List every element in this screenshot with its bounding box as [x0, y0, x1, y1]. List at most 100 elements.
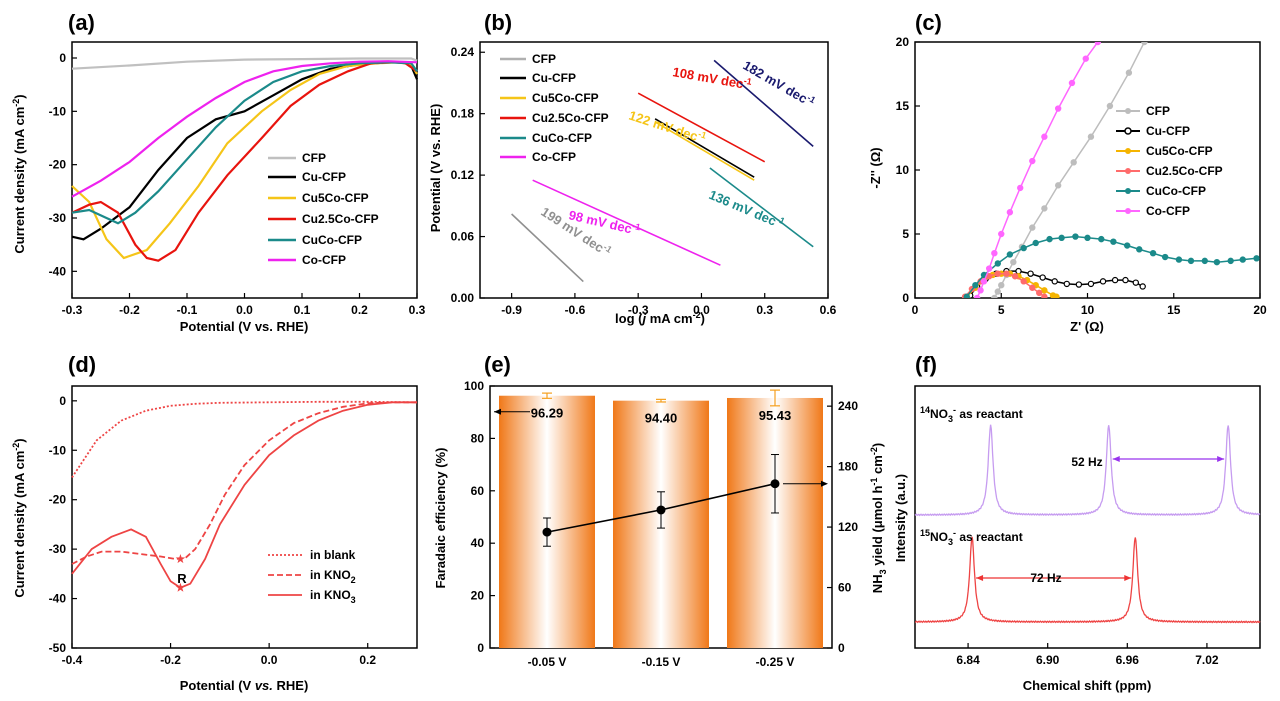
- panel-c-point: [1201, 257, 1209, 265]
- panel-c-point: [963, 293, 970, 298]
- panel-c-point: [977, 287, 984, 294]
- panel-a-ytick-label: -10: [49, 104, 67, 118]
- panel-c-point: [1003, 270, 1010, 277]
- panel-d-ytick-label: -50: [49, 641, 67, 655]
- panel-a-xtick-label: -0.3: [62, 303, 83, 317]
- legend-a-cu5co-cfp: Cu5Co-CFP: [302, 191, 369, 205]
- panel-e-yield-point: [656, 505, 666, 515]
- panel-c-point: [1111, 276, 1119, 284]
- panel-b-fit-line: [713, 59, 814, 148]
- panel-c-point: [1041, 287, 1048, 294]
- panel-a-xtick-label: 0.2: [351, 303, 368, 317]
- panel-c-point: [1123, 242, 1131, 249]
- panel-c-ytick-label: 20: [896, 35, 910, 49]
- panel-c-point: [1054, 182, 1062, 189]
- panel-c-point: [1136, 246, 1143, 253]
- panel-f-xtick-label: 6.96: [1116, 653, 1140, 667]
- panel-e-yield-point: [770, 479, 780, 489]
- legend-a-cuco-cfp: CuCo-CFP: [302, 233, 362, 247]
- panel-b-ytick-label: 0.18: [451, 107, 475, 121]
- panel-label-d: (d): [68, 352, 96, 377]
- panel-a-frame: [71, 41, 418, 299]
- legend-d-kno3: in KNO3: [310, 588, 356, 605]
- panel-a-series-line: [71, 57, 418, 70]
- panel-c-point: [973, 294, 981, 298]
- panel-a-xtick-label: 0.1: [294, 303, 311, 317]
- panel-c-point: [1098, 235, 1105, 243]
- panel-a-ytick-label: 0: [59, 51, 66, 65]
- legend-c-cu25co-cfp: Cu2.5Co-CFP: [1146, 164, 1223, 178]
- panel-c-point: [1029, 157, 1036, 165]
- panel-d-xtick-label: -0.2: [160, 653, 181, 667]
- panel-c-point: [1087, 133, 1095, 140]
- panel-c-series-line: [976, 42, 1099, 298]
- panel-f-arrowhead: [1124, 575, 1132, 581]
- panel-c-point: [1227, 257, 1234, 265]
- legend-a-co-cfp: Co-CFP: [302, 253, 346, 267]
- panel-a-series-line: [71, 60, 418, 198]
- panel-c-point: [1161, 253, 1169, 261]
- panel-f-label-15: 15NO3- as reactant: [920, 528, 1023, 547]
- panel-b-ytick-label: 0.24: [451, 45, 475, 59]
- panel-d-ytick-label: -40: [49, 592, 67, 606]
- panel-c-point: [1041, 293, 1048, 298]
- panel-e-category-label: -0.25 V: [756, 655, 795, 669]
- legend-c-cu5co-cfp: Cu5Co-CFP: [1146, 144, 1213, 158]
- panel-c-point: [1125, 69, 1133, 76]
- panel-c-point: [1141, 42, 1148, 46]
- panel-b-xtick-label: -0.9: [501, 303, 522, 317]
- panel-d-peak-star: [175, 554, 186, 564]
- panel-c-xtick-label: 0: [912, 303, 919, 317]
- panel-a-xtick-label: -0.1: [177, 303, 198, 317]
- panel-a-xtick-label: 0.0: [236, 303, 253, 317]
- legend-a-cu25co-cfp: Cu2.5Co-CFP: [302, 212, 379, 226]
- panel-f-split-52: 52 Hz: [1071, 455, 1102, 469]
- panel-b-fit-line: [654, 121, 755, 181]
- panel-label-c: (c): [915, 10, 942, 35]
- panel-b-xtick-label: -0.3: [628, 303, 649, 317]
- panel-c-point: [1027, 270, 1034, 277]
- panel-e-left-arrowhead: [494, 408, 501, 415]
- panel-label-a: (a): [68, 10, 95, 35]
- panel-f-xtick-label: 6.84: [956, 653, 980, 667]
- panel-e-category-label: -0.15 V: [642, 655, 681, 669]
- panel-c-point: [1122, 276, 1129, 284]
- panel-d-series-line: [71, 400, 418, 478]
- panel-c-point: [1187, 257, 1195, 265]
- panel-b-fit-line: [709, 167, 814, 248]
- slope-label-136: 136 mV dec-1: [707, 186, 786, 232]
- panel-e-y2tick-label: 60: [838, 581, 852, 595]
- panel-c-point: [1087, 280, 1095, 288]
- panel-c-point: [1139, 283, 1146, 290]
- panel-c-point: [1239, 256, 1246, 263]
- panel-a-series-line: [71, 61, 418, 262]
- panel-d-ytick-label: -10: [49, 443, 67, 457]
- legend-b-cu25co-cfp: Cu2.5Co-CFP: [532, 111, 609, 125]
- panel-e-category-label: -0.05 V: [528, 655, 567, 669]
- legend-a-cu-cfp: Cu-CFP: [302, 170, 346, 184]
- panel-b-fit-line: [532, 179, 721, 266]
- panel-c-point: [1032, 239, 1039, 247]
- panel-c-point: [1213, 258, 1221, 266]
- panel-c-point: [1075, 281, 1083, 288]
- panel-label-b: (b): [484, 10, 512, 35]
- panel-c-ytick-label: 15: [896, 99, 910, 113]
- panel-e-ytick-label: 80: [471, 431, 485, 445]
- panel-d-peak-label: R: [177, 571, 187, 586]
- legend-c-co-cfp: Co-CFP: [1146, 204, 1190, 218]
- panel-c-series: [963, 233, 1260, 298]
- panel-c-point: [1011, 273, 1019, 280]
- panel-b-fit-line: [511, 213, 584, 283]
- panel-c-point: [1015, 267, 1022, 275]
- panel-c-xtick-label: 15: [1167, 303, 1181, 317]
- slope-label-122: 122 mV dec-1: [627, 107, 708, 147]
- panel-c-point: [1051, 278, 1058, 285]
- panel-e-ytick-label: 40: [471, 536, 485, 550]
- panel-f-arrowhead: [976, 575, 984, 581]
- slope-label-108: 108 mV dec-1: [671, 63, 752, 93]
- panel-c-ytick-label: 0: [902, 291, 909, 305]
- panel-c-point: [1017, 184, 1024, 192]
- panel-c-point: [972, 282, 979, 289]
- panel-b-xtick-label: 0.0: [693, 303, 710, 317]
- panel-a-legend: CFP Cu-CFP Cu5Co-CFP Cu2.5Co-CFP CuCo-CF…: [268, 151, 379, 267]
